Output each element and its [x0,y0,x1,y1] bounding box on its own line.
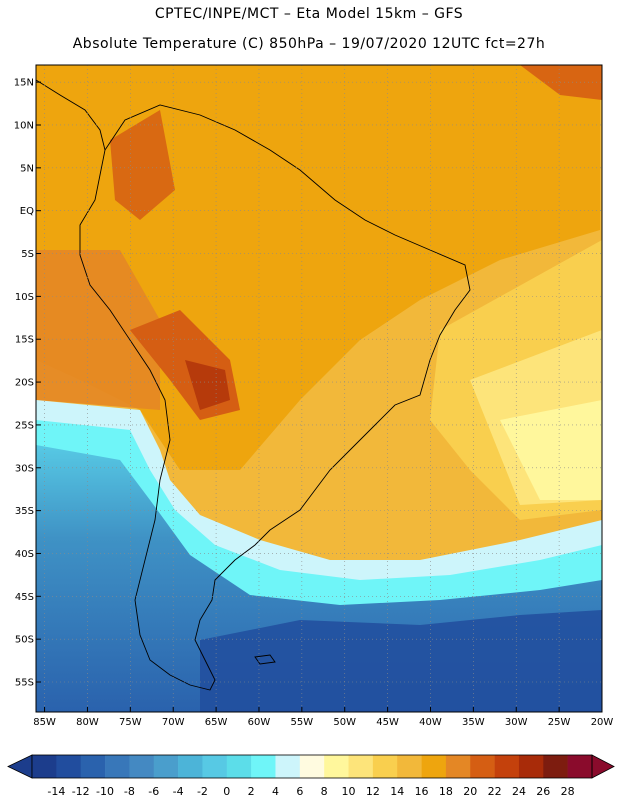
colorbar-swatch [275,755,301,778]
lon-tick-label: 80W [76,717,99,728]
colorbar-label: 8 [321,785,328,798]
colorbar-label: 2 [248,785,255,798]
colorbar-swatch [251,755,276,778]
chaco-core [185,360,230,410]
colorbar-label: -10 [96,785,114,798]
colorbar-label: 18 [439,785,453,798]
colorbar-swatch [397,755,422,778]
colorbar-high-arrow [591,754,615,779]
lat-tick-label: EQ [20,206,34,217]
colorbar-labels: -14 -12 -10 -8 -6 -4 -2 0 2 4 6 8 10 12 14 16 18 20 22 24 26… [47,785,574,798]
colorbar-swatch [421,755,447,778]
falklands [254,654,276,665]
colorbar-label: 20 [463,785,477,798]
coldest-area [200,610,602,712]
lat-tick-label: 5N [20,163,34,174]
lat-tick-label: 35S [15,506,34,517]
colorbar-label: -2 [197,785,208,798]
colorbar-swatch [153,755,179,778]
lat-tick-label: 25S [15,420,34,431]
colorbar-label: 28 [561,785,575,798]
lat-tick-label: 10N [14,120,34,131]
colorbar-swatch [567,755,593,778]
lon-tick-label: 85W [33,717,56,728]
lat-tick-label: 10S [15,292,34,303]
colorbar-swatch [202,755,228,778]
lon-tick-label: 35W [462,717,485,728]
colorbar-swatch [105,755,130,778]
lat-tick-label: 5S [21,249,34,260]
pacific-warm-area [36,250,160,410]
latitude-ticks: 15N 10N 5N EQ 5S 10S 15S 20S 25S 30S 35S 40S 45S 50S 5… [14,78,41,689]
colorbar-swatch [80,755,106,778]
colorbar-label: 4 [272,785,279,798]
colorbar-swatch [543,755,568,778]
colorbar-label: 0 [223,785,230,798]
lat-tick-label: 40S [15,549,34,560]
colorbar-swatch [445,755,471,778]
lat-tick-label: 20S [15,378,34,389]
colorbar-swatch [518,755,544,778]
andes-hotspot [110,110,175,220]
colorbar-label: 24 [512,785,526,798]
colorbar-label: 22 [488,785,502,798]
colorbar-swatch [226,755,252,778]
colorbar-label: -4 [173,785,184,798]
lon-tick-label: 40W [419,717,442,728]
lat-tick-label: 50S [15,635,34,646]
colorbar-swatch [348,755,374,778]
lon-tick-label: 20W [591,717,614,728]
colorbar-swatch [470,755,495,778]
lon-tick-label: 55W [291,717,314,728]
temperature-field [36,65,602,712]
colorbar-swatch [32,755,57,778]
lon-tick-label: 70W [162,717,185,728]
lat-tick-label: 55S [15,678,34,689]
colorbar-label: 14 [390,785,404,798]
colorbar-swatch [494,755,520,778]
colorbar [7,754,615,779]
colorbar-frame [31,754,593,779]
lon-tick-label: 30W [505,717,528,728]
colorbar-swatch [372,755,398,778]
colorbar-label: -6 [148,785,159,798]
lon-tick-label: 65W [205,717,228,728]
chart-subtitle: Absolute Temperature (C) 850hPa – 19/07/… [72,36,546,52]
chart-title: CPTEC/INPE/MCT – Eta Model 15km – GFS [154,6,464,22]
colorbar-label: 26 [536,785,550,798]
colorbar-swatch [129,755,155,778]
lon-tick-label: 50W [333,717,356,728]
colorbar-label: -14 [47,785,65,798]
central-america-coastline [36,79,106,151]
lat-tick-label: 30S [15,463,34,474]
colorbar-swatch [178,755,203,778]
caribbean-warm [520,65,602,100]
lon-tick-label: 45W [376,717,399,728]
south-america-coastline [79,104,471,691]
map-frame [35,64,603,713]
colorbar-low-arrow [7,754,33,779]
colorbar-label: 16 [415,785,429,798]
colorbar-label: -8 [124,785,135,798]
lon-tick-label: 25W [548,717,571,728]
lat-tick-label: 15N [14,78,34,89]
lat-tick-label: 15S [15,335,34,346]
lat-tick-label: 45S [15,592,34,603]
longitude-ticks: 85W 80W 75W 70W 65W 60W 55W 50W 45W 40W 35W 30W 25W 2… [33,707,613,728]
coastlines [36,79,471,691]
colorbar-label: 10 [342,785,356,798]
lon-tick-label: 75W [119,717,142,728]
colorbar-label: -12 [72,785,90,798]
lon-tick-label: 60W [248,717,271,728]
colorbar-swatch [56,755,81,778]
colorbar-swatch [324,755,349,778]
colorbar-label: 6 [296,785,303,798]
colorbar-swatch [299,755,325,778]
colorbar-label: 12 [366,785,380,798]
